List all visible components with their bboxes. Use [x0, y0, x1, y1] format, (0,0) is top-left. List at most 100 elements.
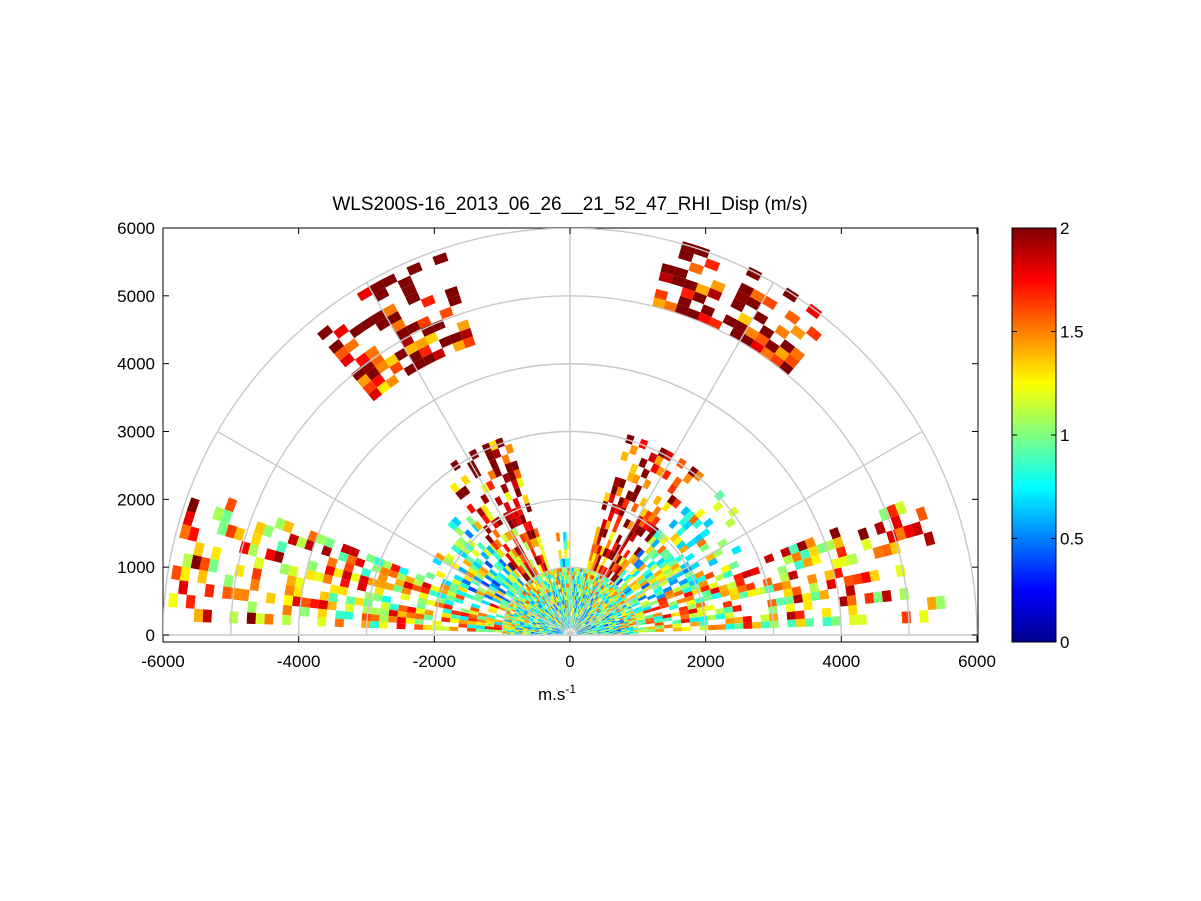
data-cell: [618, 506, 627, 517]
data-cell: [493, 624, 503, 628]
data-cell: [542, 600, 546, 605]
data-cell: [565, 571, 567, 576]
data-cell: [881, 543, 893, 557]
data-cell: [593, 599, 597, 604]
data-cell: [600, 629, 605, 631]
data-cell: [507, 607, 512, 611]
data-cell: [861, 537, 873, 551]
data-cell: [557, 576, 560, 581]
data-cell: [593, 633, 598, 635]
data-cell: [787, 619, 797, 628]
data-cell: [563, 608, 565, 613]
data-cell: [523, 626, 528, 629]
data-cell: [646, 560, 656, 569]
data-cell: [554, 623, 559, 626]
data-cell: [503, 622, 508, 625]
data-cell: [210, 546, 222, 561]
data-cell: [708, 317, 723, 331]
data-cell: [507, 470, 517, 482]
data-cell: [647, 452, 658, 464]
data-cell: [390, 563, 401, 573]
data-cell: [528, 620, 533, 623]
data-cell: [597, 610, 602, 614]
data-cell: [578, 576, 581, 581]
data-cell: [589, 587, 593, 593]
data-cell: [535, 629, 540, 631]
data-cell: [570, 620, 572, 625]
data-cell: [609, 629, 614, 631]
data-cell: [534, 585, 539, 590]
data-cell: [538, 619, 543, 622]
data-cell: [760, 614, 770, 622]
data-cell: [537, 574, 542, 579]
data-cell: [381, 273, 398, 288]
data-cell: [600, 627, 605, 630]
data-cell: [518, 626, 524, 629]
data-cell: [652, 612, 663, 618]
data-cell: [562, 613, 565, 618]
data-cell: [623, 619, 628, 622]
data-cell: [536, 590, 540, 595]
data-cell: [480, 504, 490, 515]
data-cell: [179, 523, 192, 540]
data-cell: [555, 589, 558, 594]
data-cell: [615, 593, 620, 598]
data-cell: [615, 578, 624, 587]
data-cell: [691, 587, 702, 595]
data-cell: [556, 621, 560, 625]
data-cell: [565, 587, 567, 592]
data-cell: [524, 588, 529, 593]
data-cell: [539, 626, 544, 629]
data-cell: [723, 606, 734, 614]
data-cell: [533, 528, 540, 538]
y-tick-label: 6000: [117, 219, 155, 238]
data-cell: [613, 614, 618, 617]
data-cell: [333, 323, 350, 339]
data-cell: [524, 610, 529, 614]
data-cell: [602, 547, 609, 557]
data-cell: [506, 609, 512, 613]
data-cell: [453, 574, 464, 583]
data-cell: [465, 571, 476, 579]
data-cell: [576, 592, 578, 597]
data-cell: [588, 592, 592, 597]
data-cell: [551, 621, 555, 625]
data-cell: [598, 527, 605, 537]
data-cell: [549, 570, 552, 575]
data-cell: [600, 625, 605, 628]
data-cell: [608, 591, 613, 596]
data-cell: [535, 580, 539, 585]
data-cell: [594, 595, 598, 600]
data-cell: [566, 603, 568, 608]
data-cell: [545, 615, 549, 619]
data-cell: [609, 598, 614, 603]
data-cell: [586, 591, 590, 596]
colorbar-tick-label: 1.5: [1060, 323, 1084, 342]
data-cell: [251, 567, 263, 581]
data-cell: [568, 624, 570, 629]
data-cell: [926, 596, 937, 610]
data-cell: [560, 596, 563, 601]
data-cell: [505, 552, 514, 562]
data-cell: [358, 575, 370, 585]
data-cell: [604, 614, 609, 618]
data-cell: [517, 616, 522, 620]
data-cell: [633, 626, 638, 629]
data-cell: [356, 373, 372, 388]
data-cell: [550, 605, 553, 610]
data-cell: [451, 578, 462, 586]
data-cell: [523, 589, 528, 594]
data-cell: [440, 583, 450, 591]
data-cell: [661, 469, 672, 481]
data-cell: [549, 596, 553, 601]
data-cell: [605, 600, 610, 605]
data-cell: [540, 625, 545, 628]
data-cell: [591, 562, 597, 572]
data-cell: [512, 598, 517, 602]
data-cell: [590, 602, 594, 607]
data-cell: [502, 626, 507, 629]
data-cell: [587, 605, 590, 610]
data-cell: [585, 594, 588, 600]
data-cell: [576, 630, 580, 633]
data-cell: [514, 612, 519, 616]
